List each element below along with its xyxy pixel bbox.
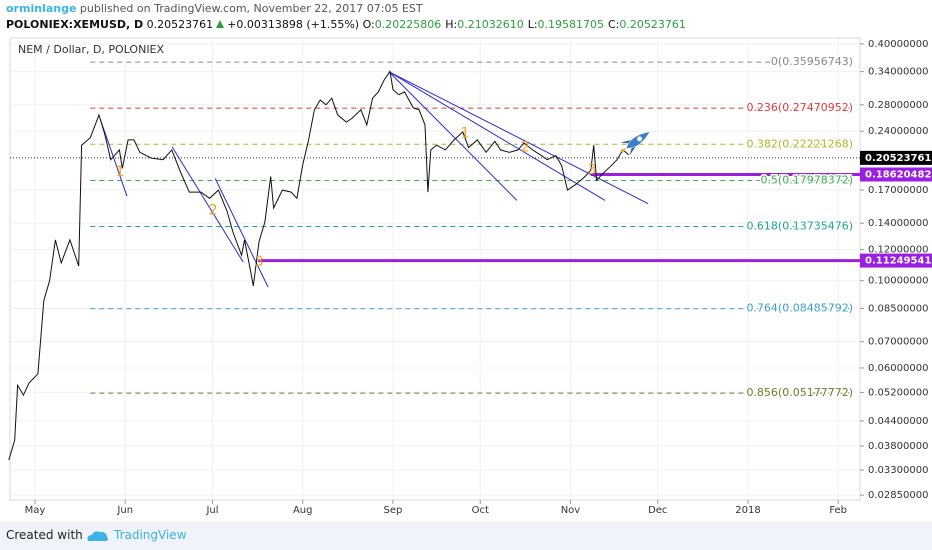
- y-tick-label: 0.17000000: [868, 185, 928, 196]
- x-tick-label: Feb: [829, 505, 847, 516]
- y-tick-label: 0.07000000: [868, 337, 928, 348]
- ohlc-value: 0.20225806: [374, 18, 442, 31]
- y-tick-label: 0.24000000: [868, 126, 928, 137]
- ohlc-value: 0.21032610: [457, 18, 524, 31]
- trend-line: [388, 71, 606, 201]
- symbol: POLONIEX:XEMUSD, D: [6, 18, 144, 31]
- fib-label: 0.236(0.27470952): [746, 101, 853, 114]
- trend-line: [388, 71, 649, 205]
- tv-logo: [87, 531, 108, 541]
- author[interactable]: orminlange: [6, 2, 77, 15]
- x-tick-label: Aug: [293, 505, 313, 516]
- last-price-badge: 0.20523761: [865, 153, 931, 164]
- ohlc-label: L:: [527, 18, 538, 31]
- y-tick-label: 0.10000000: [868, 276, 928, 287]
- y-tick-label: 0.03300000: [868, 465, 928, 476]
- ohlc-value: 0.20523761: [619, 18, 686, 31]
- y-tick-label: 0.28000000: [868, 100, 928, 111]
- y-tick-label: 0.12000000: [868, 245, 928, 256]
- y-tick-label: 0.14000000: [868, 218, 928, 229]
- header-line-1: orminlange published on TradingView.com,…: [6, 2, 423, 15]
- fib-label: 0.856(0.05177772): [746, 386, 853, 399]
- created-with: Created with: [6, 528, 83, 542]
- x-tick-label: Sep: [384, 505, 403, 516]
- x-tick-label: May: [25, 505, 46, 516]
- chart-title: NEM / Dollar, D, POLONIEX: [18, 43, 165, 56]
- wave-label: 1: [461, 125, 470, 141]
- wave-label: 1: [116, 164, 125, 180]
- x-tick-label: Oct: [472, 505, 489, 516]
- x-tick-label: Jul: [205, 505, 218, 516]
- marks: [8, 61, 860, 461]
- plot-frame: [9, 37, 861, 501]
- x-tick-label: Nov: [561, 505, 581, 516]
- fib-label: 0(0.35956743): [771, 55, 853, 68]
- trend-line: [214, 178, 269, 288]
- footer: Created with TradingView: [0, 521, 932, 550]
- trend-line: [388, 71, 518, 201]
- fib-label: 0.5(0.17978372): [760, 173, 853, 186]
- y-tick-label: 0.05200000: [868, 387, 928, 398]
- wave-label: 2: [209, 202, 218, 218]
- y-tick-label: 0.08500000: [868, 303, 928, 314]
- ohlc-label: C:: [608, 18, 620, 31]
- last: 0.20523761: [146, 18, 214, 31]
- y-tick-label: 0.40000000: [868, 39, 928, 50]
- up-arrow: [216, 20, 225, 28]
- wave-label: 3: [588, 162, 597, 178]
- ohlc-label: O:: [362, 18, 375, 31]
- y-tick-label: 0.34000000: [868, 67, 928, 78]
- ohlc-value: 0.19581705: [537, 18, 605, 31]
- price-badge: 0.18620482: [865, 169, 931, 180]
- change: +0.00313898 (+1.55%): [227, 18, 360, 31]
- y-tick-label: 0.04400000: [868, 416, 928, 427]
- fib-label: 0.618(0.13735476): [746, 219, 853, 232]
- wave-label: 3: [255, 254, 264, 270]
- brand[interactable]: TradingView: [114, 528, 187, 542]
- last-price-badge-bg: [860, 150, 932, 165]
- grid: [10, 38, 864, 504]
- price-badge-bg: [860, 253, 932, 268]
- header-line-2: POLONIEX:XEMUSD, D 0.20523761 +0.00313898…: [6, 18, 690, 31]
- wave-label: 2: [521, 140, 530, 156]
- ohlc-label: H:: [445, 18, 458, 31]
- x-tick-label: Dec: [648, 505, 667, 516]
- fib-label: 0.764(0.08485792): [746, 302, 853, 315]
- y-tick-label: 0.03800000: [868, 441, 928, 452]
- price-line-series: [8, 70, 630, 461]
- fib-label: 0.382(0.22221268): [746, 137, 853, 150]
- price-badge-bg: [860, 167, 932, 182]
- x-tick-label: Jun: [116, 505, 133, 516]
- y-tick-label: 0.06000000: [868, 363, 928, 374]
- x-tick-label: 2018: [735, 505, 760, 516]
- ohlc: O:0.20225806 H:0.21032610 L:0.19581705 C:0.…: [363, 18, 690, 31]
- rocket-icon: [620, 131, 650, 156]
- trend-line: [171, 146, 244, 263]
- published: published on TradingView.com, November 2…: [79, 2, 423, 15]
- price-badge: 0.11249541: [865, 256, 931, 267]
- y-tick-label: 0.02850000: [868, 490, 928, 501]
